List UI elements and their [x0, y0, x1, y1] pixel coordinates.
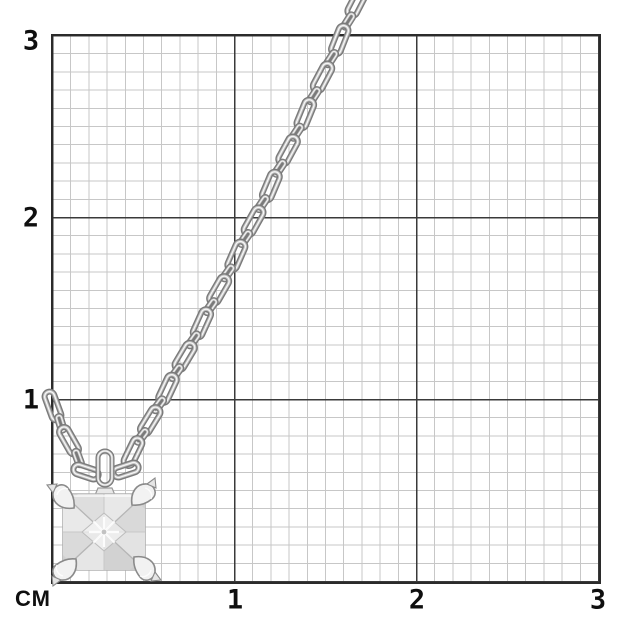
unit-label: СМ: [15, 586, 51, 611]
x-tick-label-2: 2: [408, 584, 426, 616]
y-tick-label-2: 2: [22, 202, 40, 234]
x-tick-label-3: 3: [589, 584, 607, 616]
x-tick-label-1: 1: [226, 584, 244, 616]
y-tick-label-1: 1: [22, 384, 40, 416]
y-tick-label-3: 3: [22, 25, 40, 57]
